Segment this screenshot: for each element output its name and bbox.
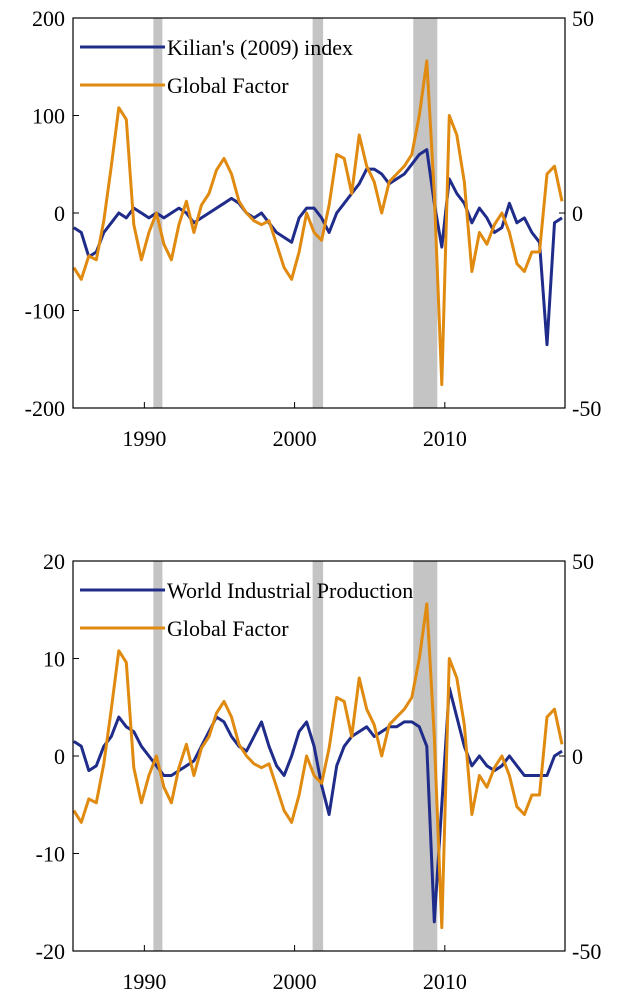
- y-left-tick-label: -20: [36, 939, 65, 964]
- x-tick-label: 1990: [122, 969, 166, 994]
- x-tick-label: 2000: [273, 426, 317, 451]
- y-left-tick-label: 10: [43, 647, 65, 672]
- legend-label: Kilian's (2009) index: [167, 35, 353, 60]
- series-line: [73, 602, 564, 930]
- x-tick-label: 2010: [423, 426, 467, 451]
- y-right-tick-label: 0: [572, 201, 583, 226]
- y-left-tick-label: -200: [25, 396, 65, 421]
- y-left-tick-label: -10: [36, 842, 65, 867]
- legend-label: World Industrial Production: [167, 578, 413, 603]
- y-right-tick-label: -50: [572, 396, 601, 421]
- y-right-tick-label: -50: [572, 939, 601, 964]
- recession-band: [413, 18, 438, 408]
- y-left-tick-label: 0: [54, 201, 65, 226]
- y-right-tick-label: 50: [572, 549, 594, 574]
- y-left-tick-label: 100: [32, 104, 65, 129]
- chart-panel-kilian: 200 100 0 -100 -200 50 0 -50 1990 2000 2010 Kilian'…: [25, 6, 602, 451]
- x-tick-label: 1990: [122, 426, 166, 451]
- y-right-tick-label: 0: [572, 744, 583, 769]
- series-line: [73, 686, 563, 924]
- y-left-tick-label: 20: [43, 549, 65, 574]
- x-tick-label: 2000: [273, 969, 317, 994]
- legend-label: Global Factor: [167, 73, 289, 98]
- x-tick-label: 2010: [423, 969, 467, 994]
- y-right-tick-label: 50: [572, 6, 594, 31]
- legend-label: Global Factor: [167, 616, 289, 641]
- y-left-tick-label: 0: [54, 744, 65, 769]
- series-line: [73, 59, 564, 387]
- y-left-tick-label: 200: [32, 6, 65, 31]
- y-left-tick-label: -100: [25, 299, 65, 324]
- recession-band: [312, 561, 324, 951]
